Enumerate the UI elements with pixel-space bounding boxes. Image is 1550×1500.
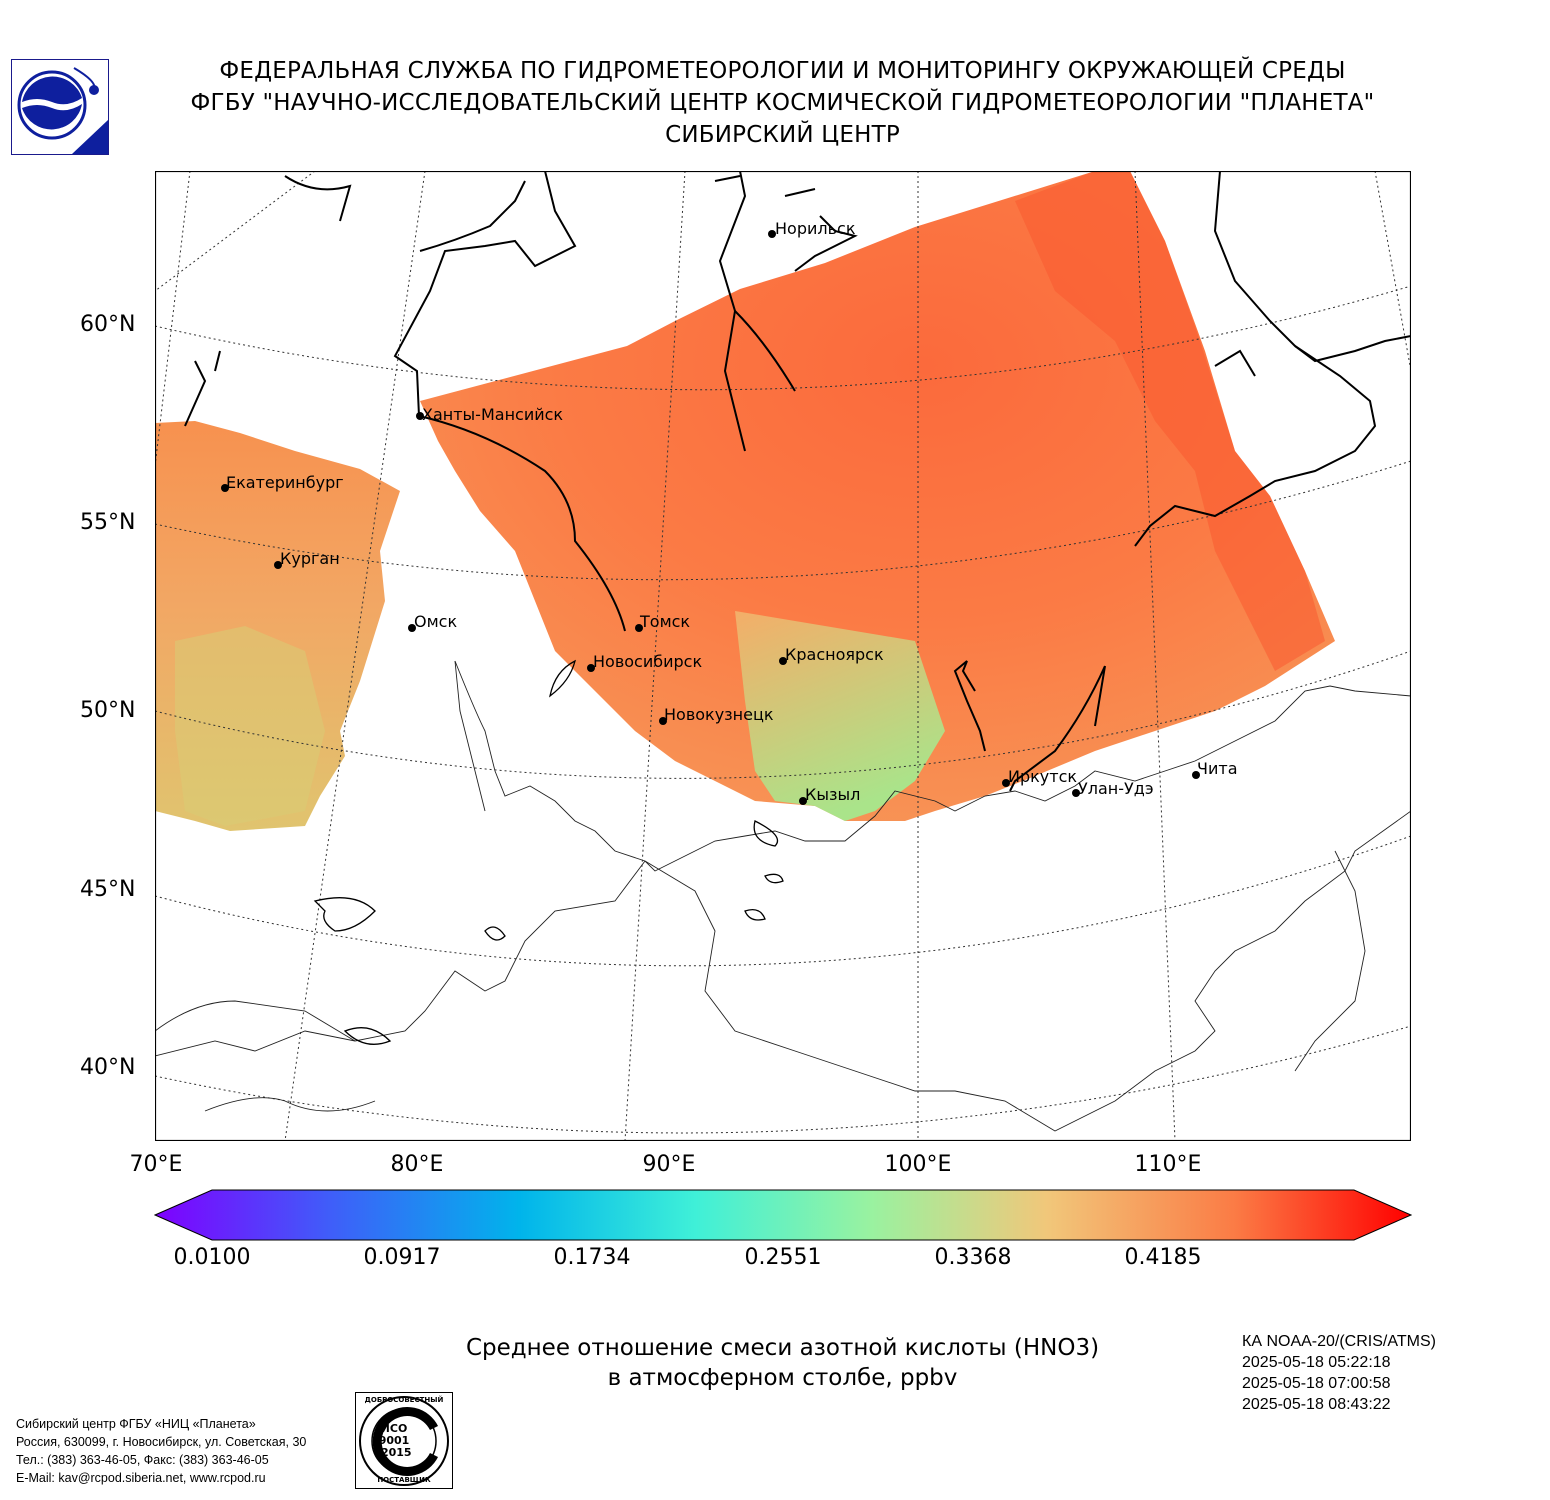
hno3-swath-east-darker <box>1015 171 1325 671</box>
city-label-kyzyl: Кызыл <box>805 785 861 804</box>
iso-badge-center-1: ИСО <box>380 1422 408 1435</box>
contact-org: Сибирский центр ФГБУ «НИЦ «Планета» <box>16 1417 256 1431</box>
colorbar <box>154 1189 1412 1241</box>
pass-time-2: 2025-05-18 07:00:58 <box>1242 1375 1391 1392</box>
city-label-novosibirsk: Новосибирск <box>593 652 703 671</box>
city-label-khanty-mansiysk: Ханты-Мансийск <box>422 405 564 424</box>
chart-title-line-1: Среднее отношение смеси азотной кислоты … <box>465 1335 1100 1361</box>
lat-label-40: 40°N <box>80 1055 136 1080</box>
colorbar-tick-0: 0.0100 <box>173 1245 251 1270</box>
lon-label-90: 90°E <box>642 1152 696 1177</box>
map-panel <box>155 171 1411 1141</box>
city-label-kurgan: Курган <box>280 549 340 568</box>
city-label-krasnoyarsk: Красноярск <box>785 645 884 664</box>
header-line-2: ФГБУ "НАУЧНО-ИССЛЕДОВАТЕЛЬСКИЙ ЦЕНТР КОС… <box>190 90 1375 116</box>
city-label-omsk: Омск <box>414 612 458 631</box>
lat-label-45: 45°N <box>80 877 136 902</box>
satellite-info: КА NOAA-20/(CRIS/ATMS) 2025-05-18 05:22:… <box>1242 1331 1436 1415</box>
lat-label-50: 50°N <box>80 698 136 723</box>
lon-label-70: 70°E <box>129 1152 183 1177</box>
planeta-logo <box>11 59 109 155</box>
city-label-chita: Чита <box>1197 759 1238 778</box>
header-line-3: СИБИРСКИЙ ЦЕНТР <box>665 122 900 148</box>
iso-badge: ДОБРОСОВЕСТНЫЙ ИСО 9001 -2015 ПОСТАВЩИК <box>355 1392 453 1489</box>
lat-label-60: 60°N <box>80 312 136 337</box>
iso-badge-center: ИСО 9001 -2015 <box>374 1423 414 1459</box>
lat-label-55: 55°N <box>80 510 136 535</box>
colorbar-tick-4: 0.3368 <box>934 1245 1012 1270</box>
pass-time-3: 2025-05-18 08:43:22 <box>1242 1396 1391 1413</box>
city-markers <box>221 230 1200 805</box>
header-line-1: ФЕДЕРАЛЬНАЯ СЛУЖБА ПО ГИДРОМЕТЕОРОЛОГИИ … <box>219 58 1346 84</box>
contact-address: Россия, 630099, г. Новосибирск, ул. Сове… <box>16 1435 307 1449</box>
city-label-irkutsk: Иркутск <box>1008 767 1078 786</box>
lon-label-110: 110°E <box>1134 1152 1202 1177</box>
coastlines <box>184 171 1411 792</box>
hno3-swath-east-light <box>735 611 945 821</box>
iso-badge-center-3: -2015 <box>376 1446 412 1459</box>
pass-time-1: 2025-05-18 05:22:18 <box>1242 1354 1391 1371</box>
iso-badge-bottom-text: ПОСТАВЩИК <box>377 1476 431 1484</box>
colorbar-tick-1: 0.0917 <box>363 1245 441 1270</box>
lakes <box>313 659 784 1045</box>
city-label-tomsk: Томск <box>640 612 691 631</box>
lon-label-100: 100°E <box>884 1152 952 1177</box>
iso-badge-top-text: ДОБРОСОВЕСТНЫЙ <box>364 1396 444 1404</box>
chart-title-line-2: в атмосферном столбе, ppbv <box>607 1365 958 1391</box>
graticule <box>155 171 1411 1141</box>
contact-block: Сибирский центр ФГБУ «НИЦ «Планета» Росс… <box>16 1415 306 1487</box>
colorbar-tick-2: 0.1734 <box>553 1245 631 1270</box>
hno3-swath-west-light <box>175 626 325 826</box>
colorbar-tick-5: 0.4185 <box>1124 1245 1202 1270</box>
iso-badge-center-2: 9001 <box>378 1434 410 1447</box>
city-label-ulan-ude: Улан-Удэ <box>1078 779 1154 798</box>
city-label-yekaterinburg: Екатеринбург <box>226 473 344 492</box>
city-label-novokuznetsk: Новокузнецк <box>664 705 774 724</box>
colorbar-tick-3: 0.2551 <box>744 1245 822 1270</box>
city-label-norilsk: Норильск <box>775 219 856 238</box>
lon-label-80: 80°E <box>390 1152 444 1177</box>
borders <box>155 660 1411 1132</box>
satellite-name: КА NOAA-20/(CRIS/ATMS) <box>1242 1333 1436 1350</box>
contact-email: E-Mail: kav@rcpod.siberia.net, www.rcpod… <box>16 1471 266 1485</box>
contact-phone: Тел.: (383) 363-46-05, Факс: (383) 363-4… <box>16 1453 269 1467</box>
